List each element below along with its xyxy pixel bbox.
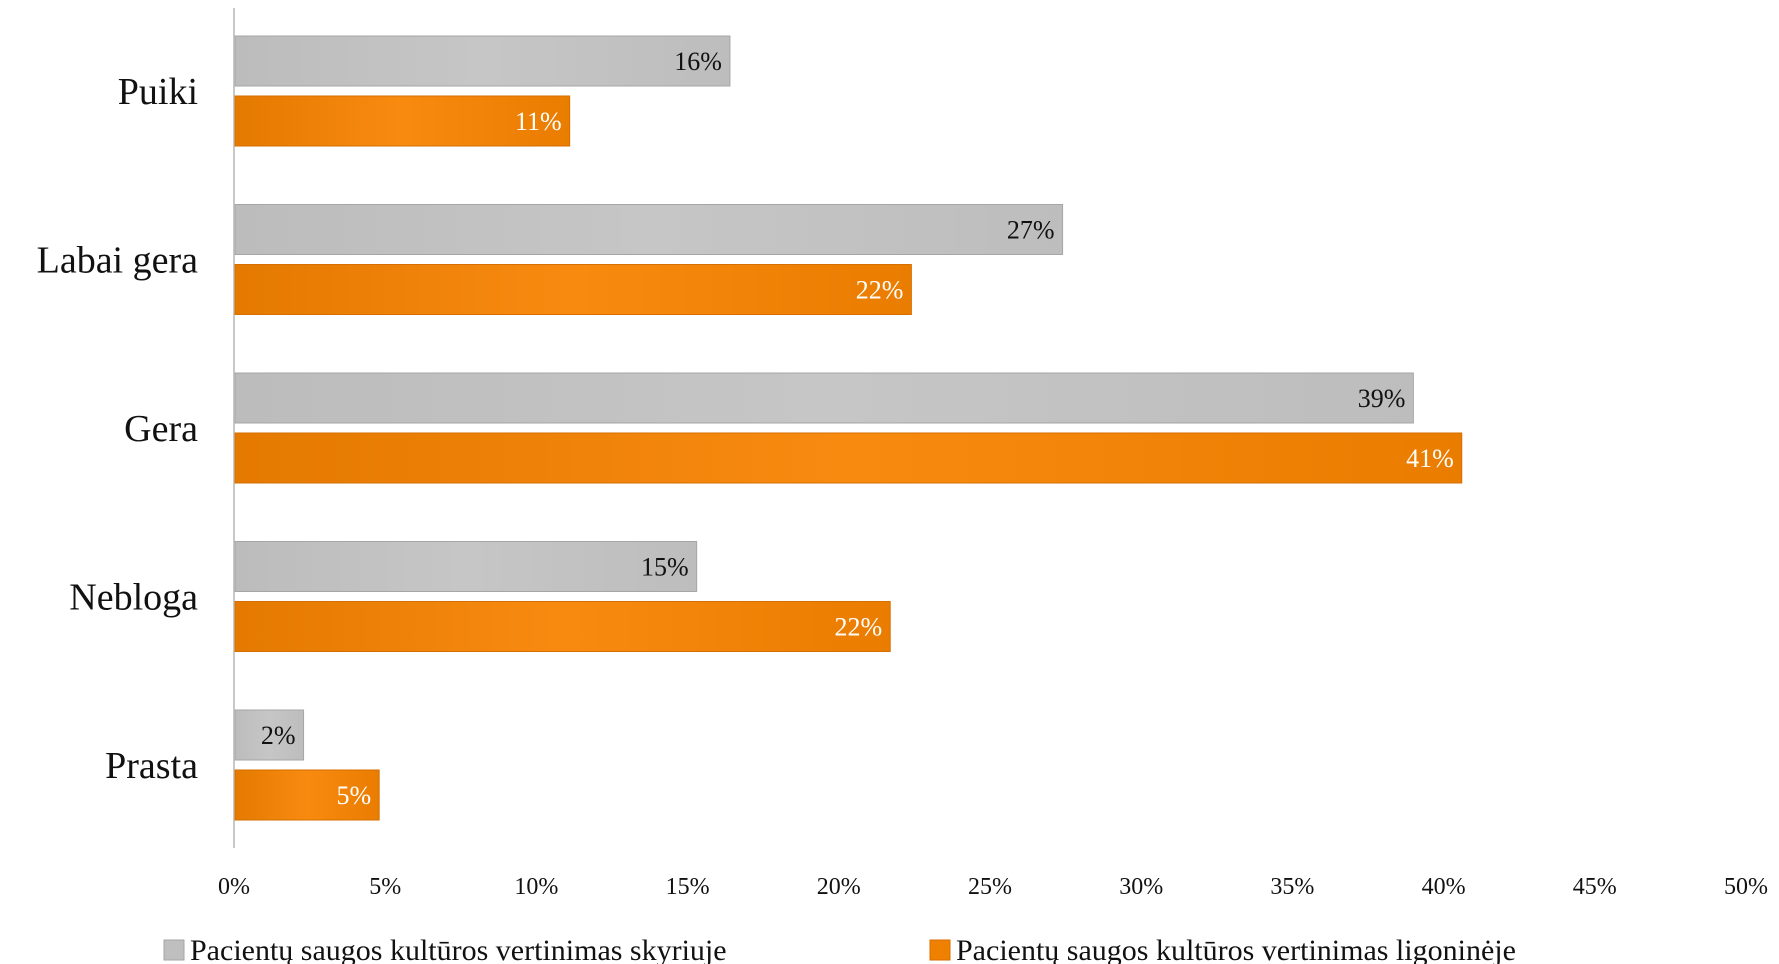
data-label: 22% — [856, 276, 904, 305]
data-label: 41% — [1406, 444, 1454, 473]
bars-group: 16% 11% 27% 22% 39% 41% 15% 22% 2% 5% — [234, 35, 1463, 821]
category-label: Gera — [124, 408, 198, 450]
legend-swatch — [163, 939, 185, 961]
bar-skyriuje-3 — [234, 541, 698, 592]
x-tick-label: 45% — [1573, 874, 1617, 900]
legend-swatch — [929, 939, 951, 961]
data-label: 15% — [641, 553, 689, 582]
category-label: Nebloga — [69, 577, 198, 619]
legend-label: Pacientų saugos kultūros vertinimas ligo… — [956, 934, 1516, 964]
category-label: Labai gera — [37, 240, 199, 282]
data-label: 2% — [261, 721, 296, 750]
x-tick-label: 5% — [369, 874, 401, 900]
category-label: Prasta — [105, 745, 198, 787]
x-tick-label: 15% — [666, 874, 710, 900]
data-label: 27% — [1007, 216, 1055, 245]
x-tick-labels: 0% 5% 10% 15% 20% 25% 30% 35% 40% 45% 50% — [218, 874, 1768, 900]
bar-skyriuje-0 — [234, 35, 731, 87]
bar-ligonineje-0 — [234, 95, 571, 147]
category-labels: Puiki Labai gera Gera Nebloga Prasta — [37, 71, 199, 787]
data-label: 39% — [1358, 384, 1406, 413]
x-tick-label: 40% — [1422, 874, 1466, 900]
bar-ligonineje-1 — [234, 264, 912, 315]
x-tick-label: 20% — [817, 874, 861, 900]
x-tick-label: 30% — [1119, 874, 1163, 900]
bar-skyriuje-4 — [234, 709, 305, 761]
x-tick-label: 25% — [968, 874, 1012, 900]
category-label: Puiki — [118, 71, 198, 113]
data-label: 22% — [835, 613, 883, 642]
x-tick-label: 35% — [1270, 874, 1314, 900]
x-tick-label: 50% — [1724, 874, 1768, 900]
bar-ligonineje-4 — [234, 769, 380, 821]
legend-label: Pacientų saugos kultūros vertinimas skyr… — [190, 934, 727, 964]
legend: Pacientų saugos kultūros vertinimas skyr… — [163, 934, 1516, 964]
x-tick-label: 10% — [514, 874, 558, 900]
data-label: 16% — [674, 47, 722, 76]
x-tick-label: 0% — [218, 874, 250, 900]
bar-ligonineje-2 — [234, 432, 1463, 484]
data-label: 11% — [515, 107, 562, 136]
bar-ligonineje-3 — [234, 601, 891, 652]
data-label: 5% — [336, 781, 371, 810]
bar-skyriuje-1 — [234, 204, 1064, 255]
bar-skyriuje-2 — [234, 372, 1414, 424]
